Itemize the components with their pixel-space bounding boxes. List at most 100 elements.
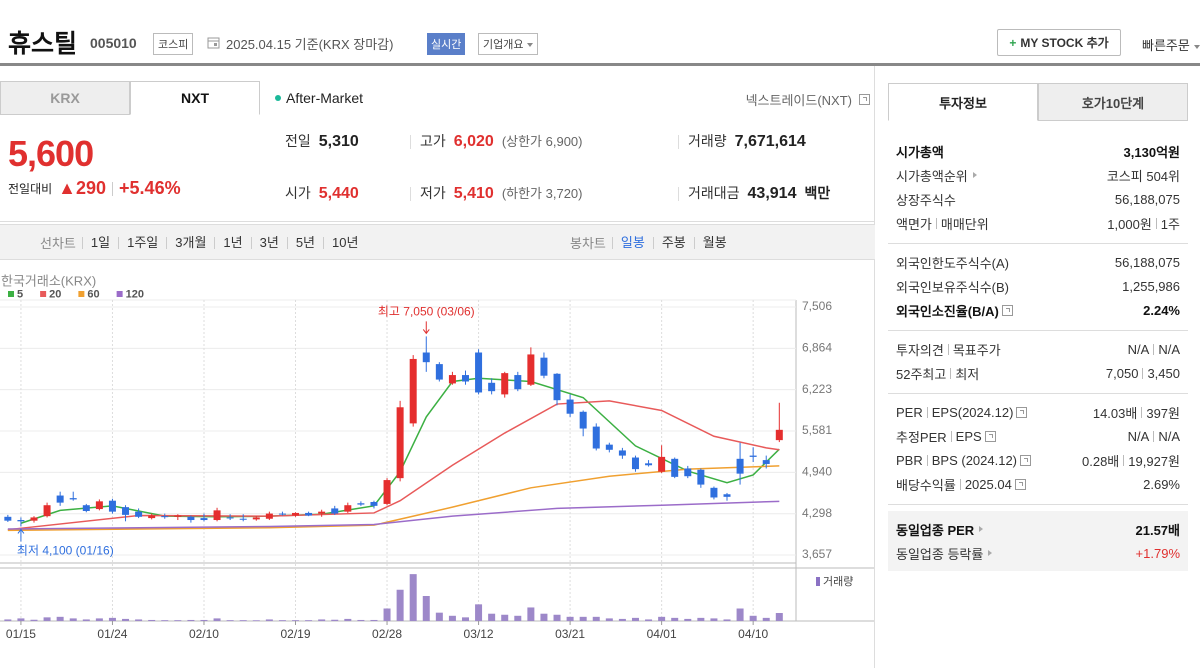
period-tab[interactable]: 3년 (250, 236, 287, 249)
period-tab[interactable]: 1일 (81, 236, 118, 249)
row-label: 외국인소진율(B/A) (896, 301, 1013, 320)
separator (950, 367, 952, 379)
candle-body (69, 498, 77, 500)
volume-bar (645, 619, 653, 621)
help-icon[interactable] (984, 430, 996, 442)
candle-body (618, 450, 626, 456)
value-text: 1주 (1160, 216, 1180, 232)
line-chart-tabs: 선차트 1일 1주일 3개월 1년 3년 5년 10년 (40, 233, 366, 252)
candle-body (396, 407, 404, 479)
invest-row: 투자의견 목표주가 N/A N/A (888, 337, 1188, 361)
candle-body (265, 513, 273, 519)
link-arrow[interactable] (972, 172, 977, 178)
separator (1142, 367, 1144, 379)
quick-order-button[interactable]: 빠른주문 (1142, 35, 1200, 54)
exchange-tab[interactable]: NXT (130, 81, 260, 115)
candle-body (213, 510, 221, 521)
help-icon[interactable] (1016, 406, 1028, 418)
row-value: 2.69% (1143, 477, 1180, 492)
period-tab[interactable]: 5년 (286, 236, 323, 249)
caret (1193, 44, 1200, 49)
invest-row: 외국인한도주식수(A) 56,188,075 (888, 250, 1188, 274)
help-icon[interactable] (1014, 478, 1026, 490)
value-text: 코스피 504위 (1106, 168, 1180, 184)
separator (1123, 454, 1125, 466)
annotation-arrow (422, 321, 430, 335)
period-tab[interactable]: 10년 (323, 236, 366, 249)
help-icon[interactable] (1001, 304, 1013, 316)
volume-bar (540, 613, 548, 621)
volume-bar (292, 620, 300, 621)
candle-body (370, 501, 378, 506)
row-label: 추정PER EPS (896, 427, 996, 446)
invest-row: 추정PER EPS N/A N/A (888, 424, 1188, 448)
stat-label: 저가 (420, 185, 446, 201)
separator (1141, 406, 1143, 418)
link-arrow[interactable] (988, 550, 993, 556)
company-info-button[interactable]: 기업개요 (478, 33, 539, 55)
invest-group: PER EPS(2024.12) 14.03배 397원 추정PER EPS N/A N/A P… (888, 394, 1188, 505)
volume-bar (200, 619, 208, 621)
invest-panel: 투자정보 호가10단계 시가총액 3,130억원 시가총액순위 코스피 504위 상장주… (888, 83, 1188, 571)
candle-body (161, 516, 169, 518)
label-text: 상장주식수 (896, 192, 956, 208)
period-tab[interactable]: 일봉 (611, 236, 653, 249)
volume-bar (592, 616, 600, 621)
invest-row: 외국인보유주식수(B) 1,255,986 (888, 274, 1188, 298)
link-arrow[interactable] (979, 526, 984, 532)
stat-divider (410, 135, 411, 149)
quick-order-label: 빠른주문 (1142, 38, 1190, 53)
candle-body (278, 513, 286, 515)
stat-unit: 백만 (804, 185, 831, 201)
legend-swatch (78, 291, 85, 297)
volume-bar (161, 620, 169, 621)
exchange-tab[interactable]: KRX (0, 81, 130, 115)
value-text: 1,000원 (1107, 216, 1152, 232)
stat-item: 전일 5,310 (285, 131, 359, 151)
candle-body (553, 373, 561, 401)
separator (926, 454, 928, 466)
candle-body (671, 458, 679, 477)
invest-tab[interactable]: 투자정보 (888, 83, 1038, 121)
stat-label: 고가 (420, 133, 446, 149)
period-tab[interactable]: 월봉 (693, 236, 735, 249)
row-label: 액면가 매매단위 (896, 214, 989, 233)
candle-body (409, 358, 417, 424)
y-tick-label: 3,657 (802, 547, 832, 561)
candle-body (592, 426, 600, 449)
volume-bar (174, 620, 182, 621)
stat-value: 6,020 (453, 133, 494, 150)
volume-bar (409, 574, 417, 621)
volume-bar (43, 617, 51, 621)
label-text: 추정PER (896, 429, 947, 445)
period-tab[interactable]: 1주일 (118, 236, 166, 249)
candle-body (736, 458, 744, 474)
volume-bar (684, 618, 692, 621)
company-info-label: 기업개요 (483, 39, 524, 51)
stat-label: 거래대금 (688, 185, 740, 201)
label-text: 시가총액순위 (896, 168, 968, 184)
period-tab[interactable]: 1년 (214, 236, 250, 249)
volume-bar (448, 615, 456, 621)
realtime-badge[interactable]: 실시간 (427, 33, 466, 55)
candle-body (56, 495, 64, 503)
my-stock-button[interactable]: + MY STOCK 추가 (997, 29, 1121, 56)
volume-bar (435, 612, 443, 621)
value-text: 7,050 (1105, 365, 1139, 381)
stat-value: 5,310 (318, 133, 359, 150)
help-icon[interactable] (1020, 454, 1032, 466)
candle-body (658, 456, 666, 472)
invest-tab[interactable]: 호가10단계 (1038, 83, 1188, 121)
candle-body (252, 517, 260, 520)
left-panel (0, 66, 875, 668)
label-text: 동일업종 PER (896, 522, 975, 538)
volume-bar (95, 618, 103, 621)
volume-bar (396, 589, 404, 621)
period-tab[interactable]: 주봉 (652, 236, 694, 249)
volume-bar (331, 619, 339, 621)
volume-bar (383, 608, 391, 621)
status-dot (275, 95, 281, 101)
help-icon[interactable] (859, 94, 870, 105)
period-tab[interactable]: 3개월 (166, 236, 214, 249)
volume-bar (461, 617, 469, 621)
